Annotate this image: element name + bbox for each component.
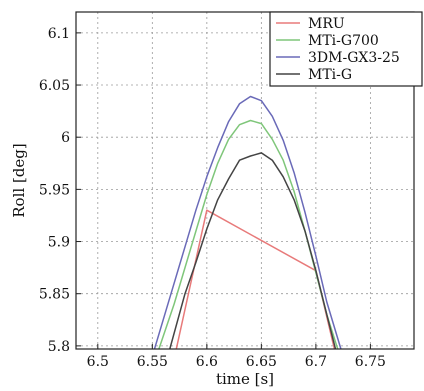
y-tick-label: 5.9 [48,235,70,251]
tick-layer: 6.5 6.55 6.6 6.65 6.7 6.75 5.8 5.85 5.9 5.95 6 6.05… [39,26,386,370]
y-tick-label: 5.95 [39,182,70,198]
x-tick-label: 6.6 [196,354,218,370]
y-tick-label: 5.8 [48,339,70,355]
series-layer [153,95,342,349]
x-tick-label: 6.55 [137,354,168,370]
legend-label-mti-g: MTi-G [308,67,352,83]
y-tick-label: 6 [61,130,70,146]
series-line-mti-g [169,152,337,349]
x-tick-label: 6.75 [355,354,386,370]
series-line-3dm-gx3-25 [153,95,342,349]
series-line-mru [175,209,336,349]
x-tick-label: 6.7 [305,354,327,370]
y-axis-label: Roll [deg] [10,143,28,217]
legend-label-3dm-gx3-25: 3DM-GX3-25 [308,50,400,66]
y-tick-label: 6.05 [39,78,70,94]
y-tick-label: 5.85 [39,287,70,303]
x-tick-label: 6.5 [87,354,109,370]
legend-label-mru: MRU [308,16,345,32]
legend-label-mti-g700: MTi-G700 [308,33,379,49]
y-tick-label: 6.1 [48,26,70,42]
x-tick-label: 6.65 [246,354,277,370]
x-axis-label: time [s] [216,370,274,388]
plot-area-frame [75,11,415,350]
